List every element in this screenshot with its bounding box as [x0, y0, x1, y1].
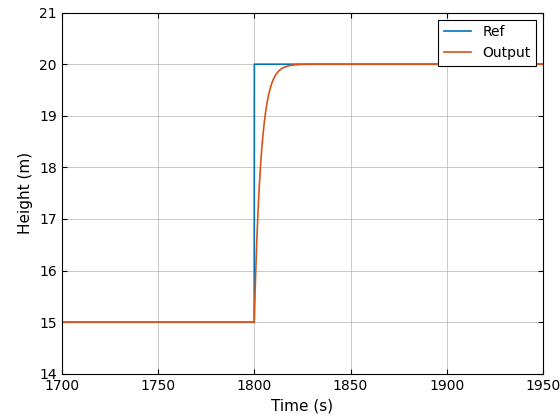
- Output: [515, 62, 521, 67]
- Y-axis label: Height (m): Height (m): [18, 152, 34, 234]
- Ref: [251, 62, 258, 67]
- Ref: [78, 320, 85, 325]
- Output: [153, 320, 160, 325]
- Line: Output: Output: [62, 64, 543, 322]
- Output: [78, 320, 85, 325]
- Ref: [153, 320, 160, 325]
- Output: [491, 62, 497, 67]
- Output: [293, 62, 300, 67]
- Ref: [58, 320, 65, 325]
- Output: [87, 320, 94, 325]
- Line: Ref: Ref: [62, 64, 543, 322]
- Ref: [540, 62, 547, 67]
- Output: [540, 62, 547, 67]
- Ref: [87, 320, 94, 325]
- Output: [58, 320, 65, 325]
- X-axis label: Time (s): Time (s): [272, 398, 333, 413]
- Legend: Ref, Output: Ref, Output: [438, 20, 536, 66]
- Ref: [515, 62, 521, 67]
- Ref: [60, 320, 67, 325]
- Output: [60, 320, 67, 325]
- Ref: [293, 62, 300, 67]
